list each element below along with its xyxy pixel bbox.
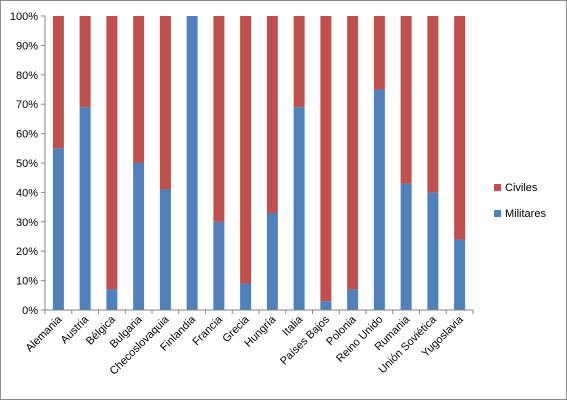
y-axis-ticks: 0% 10% 20% 30% 40% 50% 60% 70% 80% 90% 100%	[10, 11, 45, 317]
bar-civiles	[52, 16, 64, 149]
bar-civiles	[293, 16, 305, 108]
y-tick-label: 10%	[16, 276, 38, 288]
bar-civiles	[79, 16, 91, 108]
bar-militares	[106, 289, 118, 310]
bar-militares	[293, 107, 305, 310]
bar-civiles	[347, 16, 359, 290]
bar-militares	[320, 301, 332, 310]
legend-label-militares: Militares	[505, 208, 546, 220]
y-tick-label: 50%	[16, 158, 38, 170]
y-tick-label: 40%	[16, 187, 38, 199]
bar-civiles	[454, 16, 466, 240]
bar-militares	[79, 107, 91, 310]
legend: Civiles Militares	[494, 182, 546, 220]
x-tick-label: Alemania	[24, 313, 66, 355]
x-tick-label: Francia	[191, 313, 226, 348]
bar-militares	[186, 16, 198, 310]
legend-label-civiles: Civiles	[505, 182, 538, 194]
bar-civiles	[133, 16, 145, 163]
y-tick-label: 90%	[16, 40, 38, 52]
bar-militares	[52, 148, 64, 310]
bar-civiles	[320, 16, 332, 302]
bar-civiles	[213, 16, 225, 222]
bar-militares	[454, 239, 466, 310]
bar-civiles	[373, 16, 385, 90]
bar-civiles	[427, 16, 439, 193]
y-tick-label: 80%	[16, 70, 38, 82]
bar-militares	[373, 89, 385, 310]
bar-civiles	[240, 16, 252, 284]
legend-swatch-militares	[494, 210, 501, 217]
bar-militares	[427, 192, 439, 310]
y-tick-label: 0%	[22, 305, 38, 317]
y-tick-label: 70%	[16, 99, 38, 111]
bar-militares	[133, 163, 145, 310]
bar-militares	[213, 221, 225, 310]
bars	[52, 16, 466, 310]
bar-civiles	[400, 16, 412, 184]
y-tick-label: 60%	[16, 129, 38, 141]
bar-militares	[159, 189, 171, 310]
y-tick-label: 100%	[10, 11, 38, 23]
y-tick-label: 20%	[16, 246, 38, 258]
bar-militares	[266, 212, 278, 310]
bar-militares	[347, 289, 359, 310]
bar-militares	[240, 283, 252, 310]
bar-civiles	[106, 16, 118, 290]
x-axis-ticks: AlemaniaAustriaBélgicaBulgariaChecoslova…	[24, 310, 474, 377]
y-tick-label: 30%	[16, 217, 38, 229]
legend-swatch-civiles	[494, 184, 501, 191]
bar-civiles	[266, 16, 278, 213]
bar-civiles	[159, 16, 171, 190]
bar-militares	[400, 183, 412, 310]
